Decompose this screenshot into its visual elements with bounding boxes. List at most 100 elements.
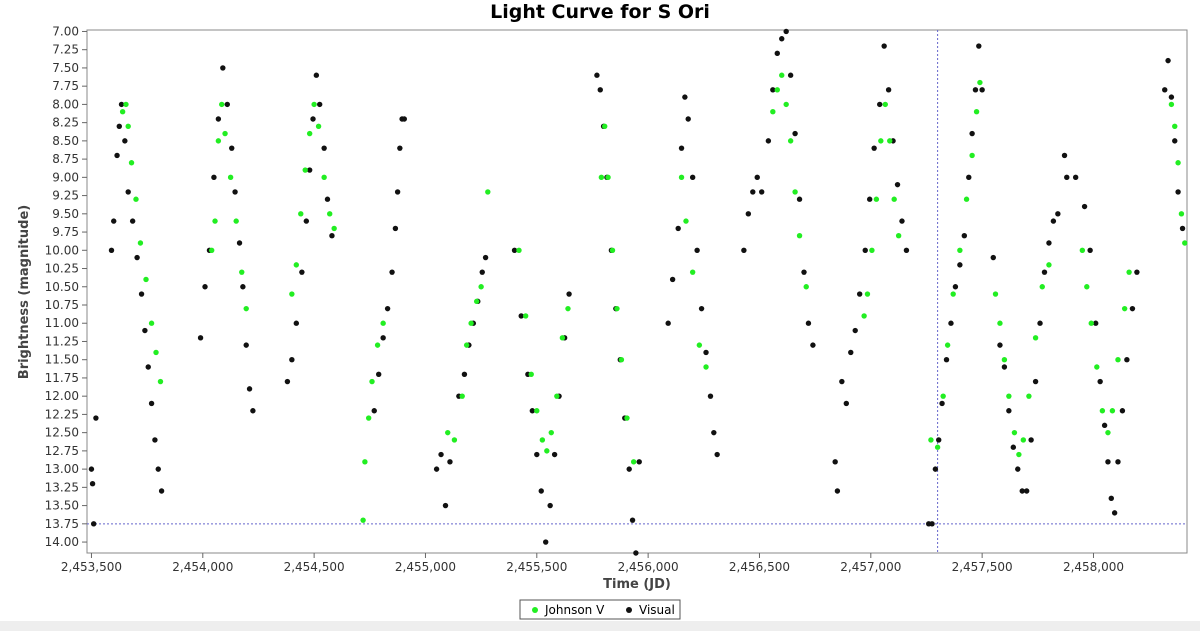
point-johnson-v [1020, 437, 1027, 443]
point-visual [316, 101, 323, 108]
y-tick-label: 13.25 [45, 480, 79, 494]
point-visual [447, 459, 453, 465]
point-johnson-v [605, 174, 611, 181]
point-visual [371, 408, 377, 414]
y-tick-label: 13.75 [45, 517, 79, 531]
point-johnson-v [992, 291, 999, 297]
point-visual [899, 218, 905, 224]
point-visual [741, 247, 747, 253]
point-visual [401, 116, 408, 122]
point-johnson-v [380, 320, 386, 326]
x-axis: 2,453,500 2,454,000 2,454,500 2,455,000 2,45… [61, 553, 1124, 574]
point-visual [1050, 218, 1057, 224]
point-johnson-v [362, 459, 368, 465]
point-visual [118, 101, 125, 108]
point-visual [1072, 174, 1079, 181]
point-visual [669, 276, 676, 283]
x-tick-label: 2,458,000 [1063, 560, 1124, 574]
point-johnson-v [468, 320, 474, 326]
legend-marker-johnson-v [532, 607, 538, 613]
point-johnson-v [803, 284, 809, 290]
point-visual [852, 327, 858, 334]
point-johnson-v [614, 305, 620, 312]
point-johnson-v [792, 189, 798, 195]
point-johnson-v [143, 276, 149, 283]
y-tick-label: 9.50 [52, 207, 79, 221]
point-visual [1055, 211, 1061, 217]
x-tick-label: 2,454,000 [172, 560, 233, 574]
point-visual [1168, 94, 1175, 100]
point-visual [202, 284, 208, 290]
point-johnson-v [787, 138, 794, 144]
x-tick-label: 2,455,500 [506, 560, 567, 574]
point-johnson-v [565, 305, 571, 312]
point-visual [229, 145, 235, 151]
point-johnson-v [1032, 335, 1039, 341]
point-visual [125, 189, 131, 195]
point-johnson-v [703, 364, 709, 370]
point-johnson-v [1175, 160, 1181, 166]
x-tick-label: 2,456,500 [729, 560, 790, 574]
legend-label-visual: Visual [639, 603, 675, 617]
point-visual [389, 269, 395, 275]
point-johnson-v [1172, 123, 1178, 129]
point-johnson-v [133, 196, 139, 202]
y-tick-label: 12.00 [45, 389, 79, 403]
point-visual [392, 225, 399, 232]
point-visual [936, 437, 942, 443]
point-visual [547, 502, 553, 509]
x-tick-label: 2,457,500 [952, 560, 1013, 574]
point-johnson-v [243, 305, 249, 312]
y-tick-label: 10.75 [45, 298, 79, 312]
point-visual [1081, 203, 1088, 210]
point-visual [534, 451, 540, 458]
point-visual [929, 521, 935, 527]
point-visual [211, 174, 217, 181]
point-visual [754, 174, 760, 181]
legend: Johnson V Visual [519, 599, 681, 620]
point-visual [88, 466, 95, 472]
point-visual [482, 254, 489, 261]
point-visual [597, 87, 603, 93]
point-visual [779, 36, 785, 42]
point-visual [293, 320, 300, 326]
point-visual [289, 357, 295, 363]
point-visual [236, 240, 243, 246]
point-johnson-v [861, 313, 867, 319]
point-johnson-v [878, 138, 884, 144]
point-visual [220, 65, 226, 71]
y-tick-label: 13.00 [45, 462, 79, 476]
point-visual [894, 181, 901, 188]
point-visual [321, 145, 327, 151]
point-visual [750, 189, 756, 195]
legend-box [519, 599, 681, 620]
point-visual [871, 145, 877, 151]
point-visual [810, 342, 816, 348]
point-johnson-v [977, 79, 983, 86]
point-visual [594, 72, 600, 78]
point-johnson-v [222, 130, 228, 137]
point-johnson-v [779, 72, 785, 78]
point-visual [629, 517, 636, 523]
point-visual [856, 291, 863, 297]
point-visual [665, 320, 671, 326]
point-visual [1061, 152, 1068, 159]
point-johnson-v [485, 189, 491, 195]
point-johnson-v [678, 174, 685, 181]
point-johnson-v [1084, 284, 1090, 290]
point-visual [694, 247, 700, 253]
point-johnson-v [1079, 247, 1086, 253]
y-tick-label: 11.00 [45, 316, 79, 330]
point-johnson-v [1109, 408, 1116, 414]
point-visual [745, 211, 752, 217]
point-visual [1119, 408, 1126, 414]
y-tick-label: 9.75 [52, 225, 79, 239]
point-johnson-v [598, 174, 605, 181]
point-visual [433, 466, 440, 472]
point-visual [881, 43, 887, 49]
point-visual [1087, 247, 1093, 253]
point-johnson-v [473, 298, 480, 305]
point-visual [1124, 357, 1130, 363]
point-visual [246, 386, 253, 392]
point-johnson-v [895, 232, 902, 239]
